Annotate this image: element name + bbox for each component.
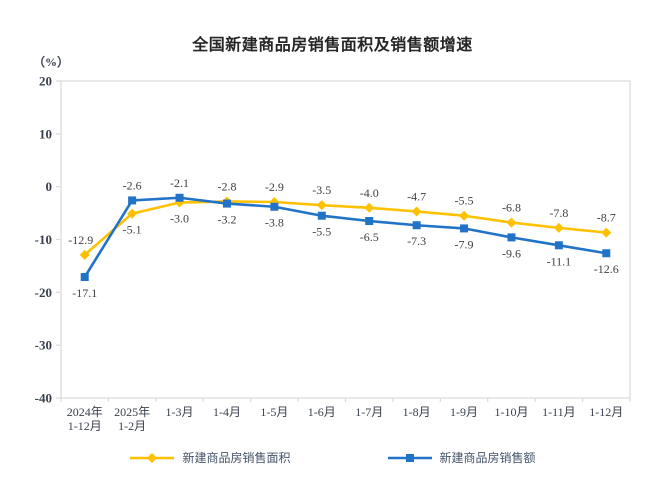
chart-title: 全国新建商品房销售面积及销售额增速	[192, 37, 473, 54]
x-category-label: 1-10月	[494, 405, 528, 419]
data-point-label: -2.1	[170, 176, 189, 190]
plot-frame	[60, 80, 631, 399]
legend-item-sales-amount: 新建商品房销售额	[387, 449, 536, 466]
data-point-marker-diamond	[459, 210, 470, 221]
data-point-marker-diamond	[79, 249, 90, 260]
data-point-marker-diamond	[127, 208, 138, 219]
data-point-label: -7.8	[549, 206, 568, 220]
legend-line-square-icon	[387, 453, 432, 462]
x-category-label: 1-9月	[450, 405, 478, 419]
x-category-label: 1-7月	[355, 405, 383, 419]
x-category-label: 1-12月	[589, 405, 623, 419]
data-point-label: -3.2	[217, 213, 236, 227]
data-point-marker-diamond	[411, 206, 422, 217]
data-point-label: -17.1	[72, 286, 97, 300]
legend-label-sales-amount: 新建商品房销售额	[439, 451, 536, 465]
y-tick-label: -10	[35, 232, 52, 247]
data-point-marker-square	[412, 221, 421, 230]
data-point-label: -9.6	[502, 246, 521, 260]
data-point-label: -8.7	[597, 211, 616, 225]
x-category-label: 1-3月	[166, 405, 194, 419]
data-point-marker-square	[460, 224, 469, 233]
data-point-label: -4.0	[360, 186, 379, 200]
data-point-marker-square	[222, 199, 231, 208]
data-point-marker-diamond	[506, 217, 517, 228]
x-category-label: 1-6月	[308, 405, 336, 419]
data-point-label: -2.9	[265, 180, 284, 194]
data-point-label: -12.9	[68, 233, 93, 247]
data-point-label: -2.6	[123, 178, 142, 192]
x-category-label: 1-11月	[542, 405, 576, 419]
x-category-label: 1-5月	[260, 405, 288, 419]
data-point-label: -6.5	[360, 230, 379, 244]
y-axis-unit-label: （%）	[33, 55, 70, 69]
data-point-label: -12.6	[594, 262, 619, 276]
series-line-1	[83, 196, 608, 279]
data-point-label: -5.5	[312, 225, 331, 239]
x-category-label: 2024年 1-12月	[67, 405, 103, 433]
data-point-marker-square	[602, 249, 611, 258]
data-point-marker-square	[507, 233, 516, 242]
data-point-label: -11.1	[547, 254, 572, 268]
data-point-label: -3.5	[312, 183, 331, 197]
x-category-label: 2025年 1-2月	[114, 405, 150, 433]
data-point-marker-diamond	[364, 202, 375, 213]
data-point-label: -3.0	[170, 212, 189, 226]
legend-label-sales-area: 新建商品房销售面积	[182, 451, 291, 465]
legend-line-diamond-icon	[130, 452, 175, 463]
y-tick-label: -30	[35, 338, 52, 353]
data-point-marker-diamond	[601, 227, 612, 238]
data-point-marker-square	[175, 193, 184, 202]
data-point-label: -5.1	[123, 223, 142, 237]
data-point-label: -5.5	[455, 194, 474, 208]
series-line-0	[83, 200, 608, 257]
data-point-marker-square	[128, 196, 137, 205]
data-point-label: -3.8	[265, 216, 284, 230]
data-point-label: -7.9	[455, 237, 474, 251]
y-tick-label: 20	[39, 74, 52, 89]
data-point-label: -4.7	[407, 189, 426, 203]
data-point-marker-square	[80, 273, 89, 282]
legend-item-sales-area: 新建商品房销售面积	[129, 449, 291, 466]
legend: 新建商品房销售面积 新建商品房销售额	[0, 449, 665, 466]
x-category-label: 1-4月	[213, 405, 241, 419]
x-category-label: 1-8月	[403, 405, 431, 419]
y-tick-label: -40	[35, 391, 52, 406]
y-tick-label: 0	[46, 179, 53, 194]
data-point-label: -2.8	[217, 179, 236, 193]
y-tick-label: -20	[35, 285, 52, 300]
data-point-marker-square	[554, 241, 563, 250]
data-point-marker-square	[317, 211, 326, 220]
data-point-marker-diamond	[316, 200, 327, 211]
data-point-marker-square	[270, 202, 279, 211]
data-point-marker-diamond	[553, 222, 564, 233]
data-point-marker-square	[365, 217, 374, 226]
data-point-label: -7.3	[407, 234, 426, 248]
data-point-label: -6.8	[502, 201, 521, 215]
y-tick-label: 10	[39, 126, 52, 141]
